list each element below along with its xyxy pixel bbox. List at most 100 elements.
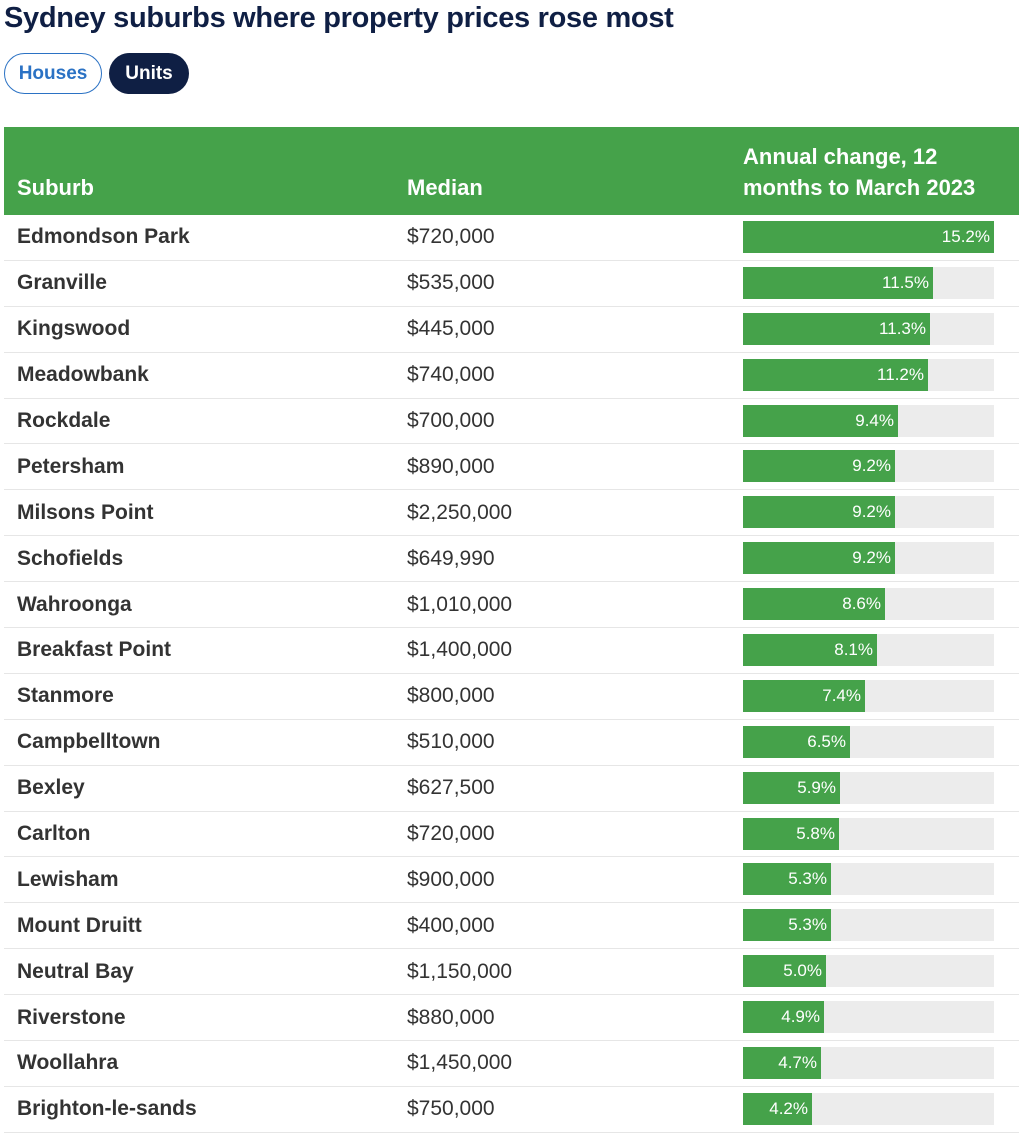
change-bar-track: 8.6%: [743, 588, 994, 621]
suburb-cell: Stanmore: [17, 684, 114, 708]
suburb-cell: Brighton-le-sands: [17, 1097, 197, 1121]
change-label: 11.2%: [877, 364, 924, 384]
suburb-cell: Edmondson Park: [17, 225, 190, 249]
change-label: 8.1%: [834, 640, 873, 660]
change-bar-track: 11.3%: [743, 312, 994, 345]
header-suburb[interactable]: Suburb: [17, 175, 94, 200]
suburb-cell: Neutral Bay: [17, 959, 134, 983]
change-bar-track: 4.7%: [743, 1047, 994, 1080]
change-bar-track: 11.5%: [743, 266, 994, 299]
change-bar-track: 9.2%: [743, 542, 994, 575]
table-row: Stanmore $800,000 7.4%: [4, 674, 1019, 720]
change-label: 9.2%: [852, 548, 891, 568]
median-cell: $890,000: [407, 454, 495, 478]
table-row: Neutral Bay $1,150,000 5.0%: [4, 949, 1019, 996]
change-bar: 11.2%: [743, 358, 928, 391]
change-bar: 5.3%: [743, 863, 831, 896]
table-row: Meadowbank $740,000 11.2%: [4, 353, 1019, 399]
change-label: 5.0%: [783, 961, 822, 981]
suburb-cell: Carlton: [17, 822, 91, 846]
header-median[interactable]: Median: [407, 175, 483, 200]
change-bar-track: 5.0%: [743, 955, 994, 988]
change-bar: 9.2%: [743, 496, 895, 529]
change-label: 5.9%: [797, 777, 836, 797]
suburb-cell: Petersham: [17, 454, 125, 478]
change-bar-track: 5.9%: [743, 771, 994, 804]
table-header: Suburb Median Annual change, 12 months t…: [4, 127, 1019, 215]
table-row: Carlton $720,000 5.8%: [4, 812, 1019, 858]
suburb-cell: Granville: [17, 271, 107, 295]
change-label: 6.5%: [807, 731, 846, 751]
table-row: Brighton-le-sands $750,000 4.2%: [4, 1087, 1019, 1133]
change-label: 5.8%: [796, 823, 835, 843]
median-cell: $1,400,000: [407, 638, 513, 662]
median-cell: $510,000: [407, 730, 495, 754]
table-row: Wahroonga $1,010,000 8.6%: [4, 582, 1019, 629]
median-cell: $2,250,000: [407, 500, 513, 524]
change-bar-track: 9.4%: [743, 404, 994, 437]
suburb-cell: Kingswood: [17, 317, 131, 341]
change-bar-track: 9.2%: [743, 450, 994, 483]
property-type-toggle: Houses Units: [4, 53, 189, 94]
median-cell: $1,150,000: [407, 959, 513, 983]
table-row: Kingswood $445,000 11.3%: [4, 307, 1019, 353]
change-bar: 9.2%: [743, 542, 895, 575]
median-cell: $400,000: [407, 913, 495, 937]
change-label: 9.4%: [855, 410, 894, 430]
table-row: Edmondson Park $720,000 15.2%: [4, 215, 1019, 261]
change-label: 4.2%: [769, 1098, 808, 1118]
change-bar: 4.9%: [743, 1001, 824, 1034]
median-cell: $720,000: [407, 225, 495, 249]
change-label: 9.2%: [852, 502, 891, 522]
change-bar: 8.6%: [743, 588, 885, 621]
change-bar: 9.2%: [743, 450, 895, 483]
table-row: Petersham $890,000 9.2%: [4, 444, 1019, 491]
change-label: 11.3%: [879, 318, 926, 338]
change-bar-track: 5.3%: [743, 863, 994, 896]
median-cell: $535,000: [407, 271, 495, 295]
change-bar-track: 5.8%: [743, 817, 994, 850]
change-label: 9.2%: [852, 456, 891, 476]
suburb-cell: Schofields: [17, 546, 124, 570]
suburb-cell: Wahroonga: [17, 592, 132, 616]
change-bar: 5.3%: [743, 909, 831, 942]
change-bar: 4.7%: [743, 1047, 821, 1080]
table-row: Lewisham $900,000 5.3%: [4, 857, 1019, 904]
change-label: 5.3%: [788, 869, 827, 889]
change-label: 4.7%: [778, 1053, 817, 1073]
change-bar-track: 7.4%: [743, 679, 994, 712]
suburb-cell: Meadowbank: [17, 363, 149, 387]
houses-toggle-button[interactable]: Houses: [4, 53, 102, 94]
change-label: 5.3%: [788, 915, 827, 935]
median-cell: $740,000: [407, 363, 495, 387]
change-bar: 4.2%: [743, 1092, 812, 1125]
change-bar: 9.4%: [743, 404, 898, 437]
header-annual-change[interactable]: Annual change, 12 months to March 2023: [743, 144, 976, 200]
table-row: Campbelltown $510,000 6.5%: [4, 720, 1019, 766]
change-bar-track: 15.2%: [743, 221, 994, 253]
change-bar-track: 5.3%: [743, 909, 994, 942]
table-row: Bexley $627,500 5.9%: [4, 766, 1019, 812]
table-row: Schofields $649,990 9.2%: [4, 536, 1019, 583]
units-toggle-button[interactable]: Units: [109, 53, 189, 94]
suburb-cell: Riverstone: [17, 1005, 126, 1029]
median-cell: $750,000: [407, 1097, 495, 1121]
change-bar: 7.4%: [743, 679, 865, 712]
table-row: Riverstone $880,000 4.9%: [4, 995, 1019, 1042]
change-bar: 5.8%: [743, 817, 839, 850]
change-bar: 5.9%: [743, 771, 840, 804]
change-label: 7.4%: [822, 685, 861, 705]
suburb-cell: Rockdale: [17, 409, 111, 432]
change-label: 8.6%: [842, 594, 881, 614]
change-label: 4.9%: [781, 1007, 820, 1027]
median-cell: $1,450,000: [407, 1051, 513, 1075]
suburb-cell: Lewisham: [17, 867, 119, 891]
median-cell: $445,000: [407, 317, 495, 341]
change-bar-track: 4.9%: [743, 1001, 994, 1034]
change-bar: 15.2%: [743, 221, 994, 253]
change-bar-track: 6.5%: [743, 725, 994, 758]
median-cell: $880,000: [407, 1005, 495, 1029]
table-row: Granville $535,000 11.5%: [4, 261, 1019, 307]
change-bar-track: 8.1%: [743, 634, 994, 667]
median-cell: $649,990: [407, 546, 495, 570]
